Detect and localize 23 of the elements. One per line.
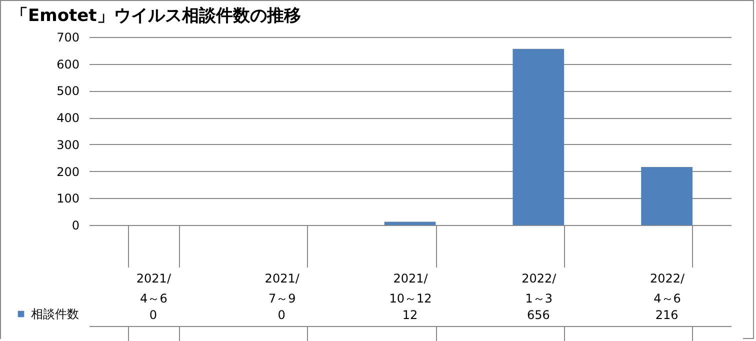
y-tick-label: 400	[56, 111, 80, 126]
x-tick-label: 2021/ 10～12	[389, 272, 432, 306]
data-label: 12	[402, 308, 418, 322]
x-tick-label: 2022/ 4～6	[650, 272, 686, 306]
x-tick-label: 2022/ 1～3	[522, 272, 558, 306]
y-tick-label: 100	[56, 192, 80, 206]
y-tick-label: 0	[72, 218, 80, 232]
x-tick-label: 2021/ 7～9	[264, 272, 300, 306]
bar	[512, 48, 564, 225]
y-tick-label: 700	[56, 30, 80, 44]
y-tick-label: 300	[56, 138, 80, 152]
x-tick-label: 2021/ 4～6	[136, 272, 172, 306]
chart-title: 「Emotet」ウイルス相談件数の推移	[11, 6, 301, 26]
data-label: 656	[526, 308, 550, 322]
bar	[641, 166, 692, 225]
y-tick-label: 600	[56, 57, 80, 72]
y-tick-label: 200	[56, 164, 80, 179]
data-label: 216	[655, 308, 678, 322]
legend-label: 相談件数	[31, 307, 79, 321]
y-tick-label: 500	[56, 84, 80, 98]
data-label: 0	[149, 308, 158, 322]
data-label: 0	[278, 308, 286, 322]
bar	[384, 222, 436, 225]
